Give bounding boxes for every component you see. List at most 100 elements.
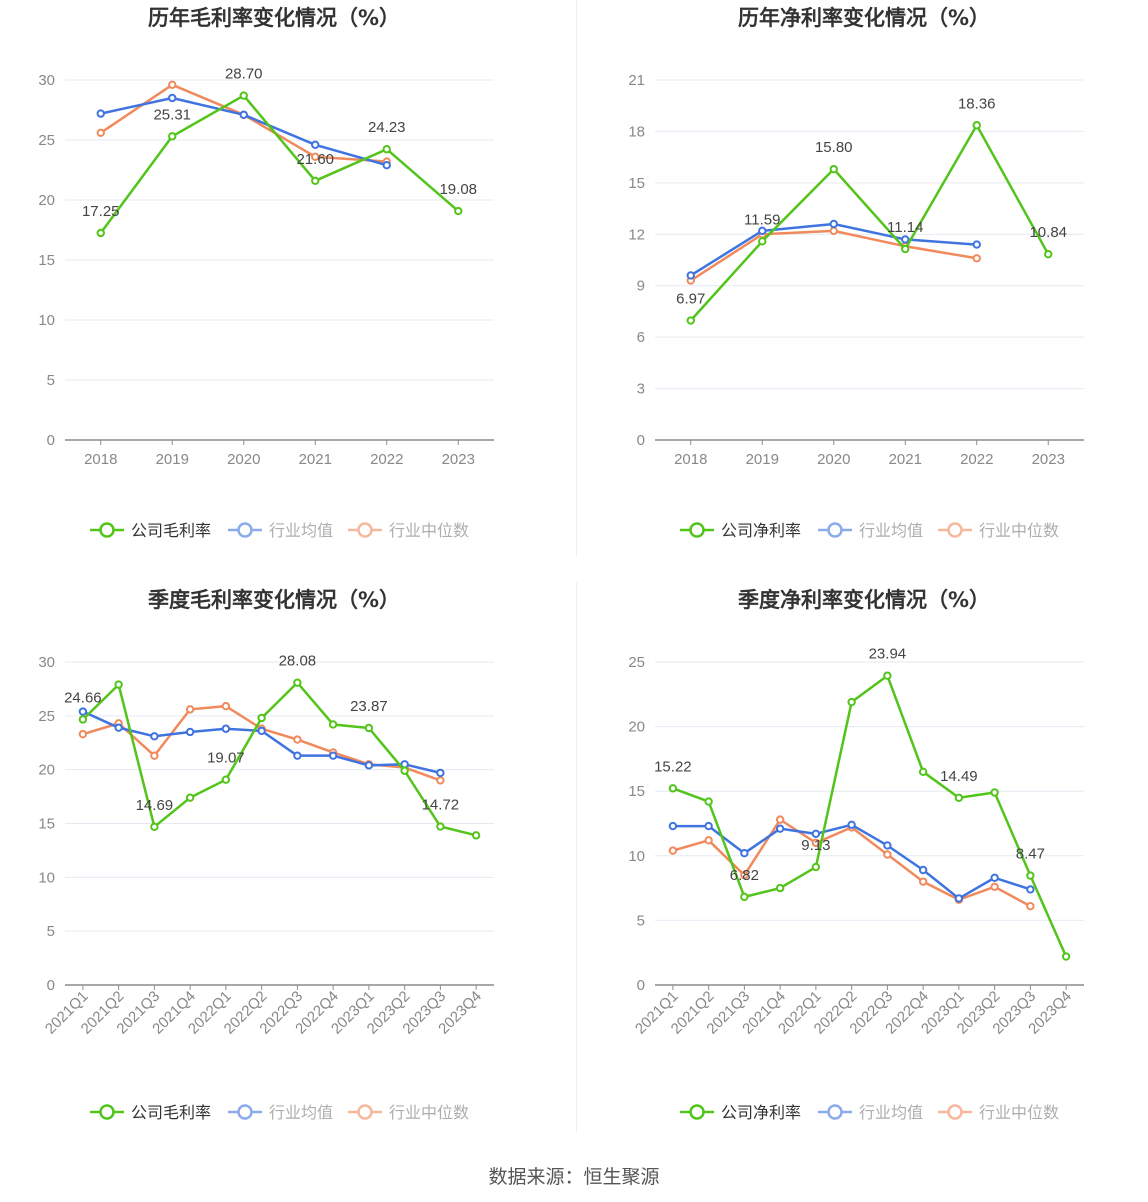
data-point-industry-median[interactable] xyxy=(990,882,999,892)
data-point-industry-median[interactable] xyxy=(704,836,713,845)
data-point-industry-avg[interactable] xyxy=(221,724,231,733)
data-point-industry-avg[interactable] xyxy=(918,865,928,875)
data-point-industry-median[interactable] xyxy=(293,735,302,744)
data-point-industry-avg[interactable] xyxy=(811,829,821,839)
data-point-company[interactable] xyxy=(1044,249,1053,259)
data-point-company[interactable] xyxy=(811,862,821,872)
legend-item-industry-median[interactable]: 行业中位数 xyxy=(348,521,469,540)
data-point-company[interactable] xyxy=(239,91,248,100)
data-point-company[interactable] xyxy=(829,164,838,174)
data-point-industry-median[interactable] xyxy=(185,705,195,714)
data-point-industry-avg[interactable] xyxy=(954,894,964,903)
data-point-industry-avg[interactable] xyxy=(168,93,177,103)
data-point-industry-median[interactable] xyxy=(150,751,159,760)
legend-item-company[interactable]: 公司净利率 xyxy=(680,521,801,540)
data-point-industry-median[interactable] xyxy=(918,877,928,886)
data-point-industry-avg[interactable] xyxy=(1026,885,1035,894)
legend-item-company[interactable]: 公司毛利率 xyxy=(90,521,211,540)
data-point-company[interactable] xyxy=(96,228,105,238)
data-point-industry-avg[interactable] xyxy=(758,226,767,236)
data-point-company[interactable] xyxy=(382,145,391,154)
data-point-industry-median[interactable] xyxy=(78,729,88,739)
data-point-company[interactable] xyxy=(364,723,374,733)
legend-item-industry-median[interactable]: 行业中位数 xyxy=(938,521,1059,540)
data-point-company[interactable] xyxy=(740,892,749,902)
data-point-company[interactable] xyxy=(954,793,964,802)
data-point-industry-avg[interactable] xyxy=(775,824,785,833)
data-point-company[interactable] xyxy=(686,316,695,325)
data-point-company[interactable] xyxy=(293,678,302,687)
data-point-industry-median[interactable] xyxy=(740,870,749,880)
data-point-company[interactable] xyxy=(185,793,195,802)
data-point-industry-median[interactable] xyxy=(436,776,445,785)
data-point-industry-median[interactable] xyxy=(168,80,177,90)
data-point-company[interactable] xyxy=(114,680,123,689)
data-point-industry-avg[interactable] xyxy=(150,732,159,741)
data-point-industry-avg[interactable] xyxy=(436,768,445,778)
data-point-industry-median[interactable] xyxy=(668,846,678,855)
data-point-industry-avg[interactable] xyxy=(668,821,678,831)
data-point-company[interactable] xyxy=(150,822,159,832)
data-point-company[interactable] xyxy=(758,237,767,246)
data-point-industry-avg[interactable] xyxy=(328,751,338,760)
data-point-industry-median[interactable] xyxy=(829,226,838,236)
legend-item-industry-avg[interactable]: 行业均值 xyxy=(228,521,333,540)
data-point-industry-avg[interactable] xyxy=(311,140,320,150)
data-point-industry-median[interactable] xyxy=(311,152,320,162)
data-point-industry-avg[interactable] xyxy=(901,235,910,244)
data-point-industry-avg[interactable] xyxy=(114,723,123,732)
data-point-company[interactable] xyxy=(775,883,785,893)
data-point-company[interactable] xyxy=(1061,952,1071,961)
legend-item-company[interactable]: 公司毛利率 xyxy=(90,1103,211,1122)
data-point-industry-avg[interactable] xyxy=(364,761,374,770)
data-point-company[interactable] xyxy=(972,121,981,130)
data-point-company[interactable] xyxy=(990,788,999,797)
data-point-company[interactable] xyxy=(221,775,231,784)
data-point-industry-avg[interactable] xyxy=(704,821,713,831)
legend-item-industry-avg[interactable]: 行业均值 xyxy=(228,1103,333,1122)
data-point-industry-avg[interactable] xyxy=(847,820,856,829)
data-point-company[interactable] xyxy=(704,797,713,806)
data-point-industry-avg[interactable] xyxy=(990,873,999,882)
legend-label: 行业中位数 xyxy=(979,1103,1059,1122)
data-point-industry-median[interactable] xyxy=(1026,901,1035,911)
data-point-company[interactable] xyxy=(918,767,928,777)
data-point-company[interactable] xyxy=(168,132,177,141)
data-point-industry-avg[interactable] xyxy=(382,161,391,170)
data-point-company[interactable] xyxy=(328,720,338,729)
data-point-company[interactable] xyxy=(1026,871,1035,880)
data-point-industry-median[interactable] xyxy=(883,850,892,859)
legend-item-company[interactable]: 公司净利率 xyxy=(680,1103,801,1122)
data-point-industry-avg[interactable] xyxy=(257,726,266,736)
legend-item-industry-avg[interactable]: 行业均值 xyxy=(818,1103,923,1122)
data-point-industry-avg[interactable] xyxy=(740,849,749,858)
data-point-industry-median[interactable] xyxy=(775,815,785,824)
data-point-industry-avg[interactable] xyxy=(185,727,195,737)
legend-item-industry-avg[interactable]: 行业均值 xyxy=(818,521,923,540)
data-point-company[interactable] xyxy=(883,671,892,680)
legend-item-industry-median[interactable]: 行业中位数 xyxy=(938,1103,1059,1122)
data-point-industry-median[interactable] xyxy=(96,128,105,138)
data-point-industry-avg[interactable] xyxy=(883,841,892,850)
data-point-industry-avg[interactable] xyxy=(96,109,105,118)
data-point-industry-avg[interactable] xyxy=(78,707,88,716)
data-point-industry-median[interactable] xyxy=(811,838,821,848)
data-point-industry-avg[interactable] xyxy=(239,110,248,120)
data-point-company[interactable] xyxy=(471,831,481,840)
data-point-company[interactable] xyxy=(311,176,320,186)
data-point-industry-avg[interactable] xyxy=(829,219,838,229)
data-point-company[interactable] xyxy=(78,715,88,724)
data-point-industry-avg[interactable] xyxy=(293,751,302,760)
data-point-company[interactable] xyxy=(668,784,678,793)
data-point-company[interactable] xyxy=(454,206,463,216)
data-point-company[interactable] xyxy=(400,766,409,775)
data-point-company[interactable] xyxy=(901,244,910,254)
legend-item-industry-median[interactable]: 行业中位数 xyxy=(348,1103,469,1122)
data-point-industry-median[interactable] xyxy=(221,701,231,711)
data-point-company[interactable] xyxy=(257,713,266,723)
data-point-company[interactable] xyxy=(436,822,445,831)
data-point-industry-avg[interactable] xyxy=(686,271,695,280)
data-point-industry-avg[interactable] xyxy=(972,240,981,249)
data-point-industry-median[interactable] xyxy=(972,254,981,263)
data-point-company[interactable] xyxy=(847,697,856,707)
